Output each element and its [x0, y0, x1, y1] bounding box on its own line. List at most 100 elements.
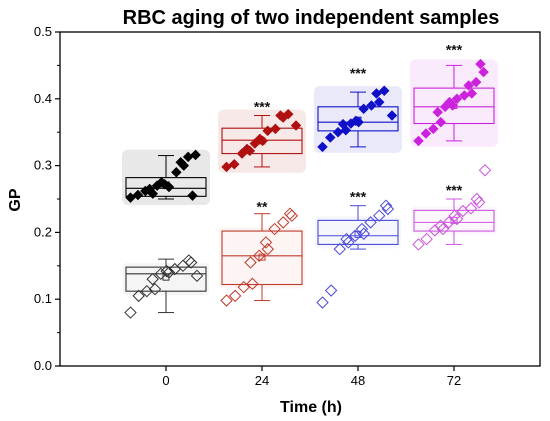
data-point — [475, 58, 486, 70]
significance-label: ** — [257, 199, 268, 215]
data-point — [444, 96, 455, 108]
data-point — [132, 289, 145, 303]
data-point — [268, 222, 281, 236]
data-point — [470, 76, 482, 88]
data-point — [140, 284, 154, 298]
data-point — [337, 118, 349, 130]
data-point — [124, 306, 137, 319]
y-tick-label: 0.2 — [34, 224, 52, 239]
data-point — [241, 143, 253, 155]
data-point — [357, 227, 371, 240]
box — [125, 177, 207, 197]
data-point — [420, 232, 433, 246]
data-point — [373, 209, 386, 222]
data-point — [373, 96, 385, 108]
data-point — [342, 236, 355, 249]
significance-label: *** — [350, 65, 367, 81]
data-point — [270, 123, 281, 135]
data-point — [448, 209, 461, 222]
data-point — [259, 236, 273, 249]
y-tick-label: 0.1 — [34, 291, 52, 306]
box-group-filled — [218, 108, 306, 173]
data-point — [366, 100, 377, 111]
mean-marker — [258, 253, 266, 261]
data-point — [317, 141, 328, 153]
y-axis-label: GP — [7, 188, 24, 211]
data-point — [371, 88, 382, 99]
data-point — [285, 209, 299, 222]
significance-label: *** — [446, 42, 463, 58]
box-glow — [123, 263, 209, 296]
data-point — [432, 106, 444, 118]
data-point — [451, 93, 463, 105]
box-group-filled — [410, 58, 498, 147]
y-tick-label: 0.5 — [34, 24, 52, 39]
box — [221, 230, 303, 286]
data-point — [324, 132, 336, 143]
data-point — [358, 103, 370, 115]
data-point — [463, 80, 475, 91]
data-point — [283, 207, 297, 220]
data-point — [333, 242, 346, 256]
data-point — [160, 264, 173, 278]
y-tick-label: 0.0 — [34, 358, 52, 373]
data-point — [478, 66, 489, 78]
data-point — [246, 277, 259, 291]
data-point — [228, 289, 242, 303]
data-point — [162, 266, 176, 279]
x-tick-label: 72 — [447, 373, 461, 388]
data-point — [144, 183, 156, 195]
x-tick-label: 0 — [162, 373, 169, 388]
data-point — [386, 110, 398, 121]
data-point — [364, 216, 377, 229]
data-point — [190, 269, 204, 283]
box — [413, 87, 495, 125]
x-tick-label: 24 — [255, 373, 269, 388]
data-point — [324, 284, 338, 297]
box-group-open — [411, 164, 497, 251]
data-point — [466, 88, 478, 99]
data-point — [340, 232, 353, 246]
data-point — [175, 156, 187, 168]
data-point — [221, 161, 232, 173]
data-point — [472, 196, 486, 209]
data-point — [290, 120, 302, 131]
data-point — [244, 256, 257, 269]
data-point — [478, 164, 492, 177]
data-point — [436, 222, 450, 236]
data-point — [412, 238, 425, 251]
significance-label: *** — [350, 189, 367, 205]
data-point — [350, 115, 362, 127]
y-tick-label: 0.4 — [34, 91, 52, 106]
data-point — [156, 176, 167, 188]
data-point — [428, 123, 439, 135]
data-point — [182, 254, 196, 267]
box-group-open — [315, 199, 401, 309]
significance-label: *** — [254, 98, 271, 114]
data-point — [190, 149, 201, 161]
box — [125, 266, 207, 292]
data-point — [187, 190, 198, 202]
data-point — [450, 212, 464, 226]
box-group-filled — [122, 149, 210, 205]
data-point — [228, 158, 240, 170]
data-point — [252, 249, 266, 262]
box-group-open — [219, 207, 305, 307]
data-point — [254, 133, 266, 145]
data-point — [381, 202, 395, 216]
data-point — [316, 296, 329, 309]
mean-marker — [354, 230, 362, 238]
data-point — [171, 166, 182, 178]
data-point — [220, 294, 233, 307]
data-point — [282, 108, 294, 120]
data-point — [355, 222, 369, 236]
data-point — [420, 128, 432, 139]
significance-label: *** — [446, 182, 463, 198]
data-point — [237, 280, 250, 294]
data-point — [132, 189, 144, 201]
data-point — [435, 116, 447, 128]
data-point — [261, 242, 275, 256]
box — [317, 106, 399, 132]
data-point — [470, 192, 484, 206]
